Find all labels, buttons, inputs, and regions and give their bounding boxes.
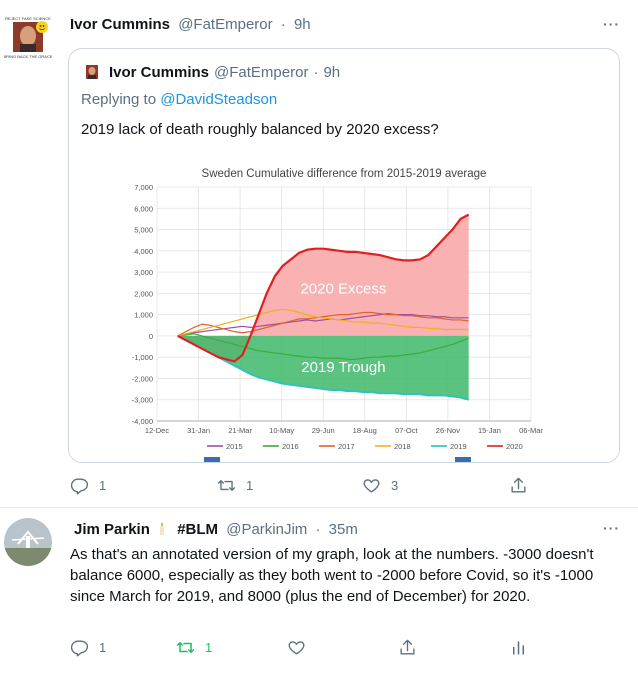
quoted-avatar bbox=[83, 63, 101, 81]
y-tick-label: 0 bbox=[149, 332, 153, 341]
y-tick-label: -2,000 bbox=[132, 374, 153, 383]
trough-area bbox=[177, 335, 469, 400]
y-tick-label: 1,000 bbox=[134, 311, 153, 320]
y-tick-label: -3,000 bbox=[132, 396, 153, 405]
series-line-2016 bbox=[177, 333, 469, 360]
timestamp[interactable]: 35m bbox=[328, 521, 358, 538]
x-tick-label: 21-Mar bbox=[228, 426, 252, 435]
chart-image[interactable]: Sweden Cumulative difference from 2015-2… bbox=[69, 159, 619, 462]
retweet-button[interactable]: 1 bbox=[176, 638, 212, 657]
tweet-jim[interactable]: Jim Parkin #BLM @ParkinJim · 35m ··· As … bbox=[0, 508, 638, 680]
replying-to: Replying to @DavidSteadson bbox=[81, 91, 277, 108]
avatar[interactable]: REJECT FAKE SCIENCE BRING BACK THE GRACE bbox=[4, 14, 52, 62]
timestamp[interactable]: 9h bbox=[293, 16, 311, 33]
tweet-header: Jim Parkin #BLM @ParkinJim · 35m bbox=[70, 520, 358, 538]
more-options-icon[interactable]: ··· bbox=[603, 16, 620, 32]
x-tick-label: 26-Nov bbox=[436, 426, 460, 435]
x-tick-label: 18-Aug bbox=[353, 426, 377, 435]
annotation-trough: 2019 Trough bbox=[301, 359, 385, 376]
y-tick-label: 3,000 bbox=[134, 268, 153, 277]
avatar[interactable] bbox=[4, 518, 52, 566]
y-tick-label: 2,000 bbox=[134, 289, 153, 298]
y-tick-label: -1,000 bbox=[132, 353, 153, 362]
svg-text:REJECT FAKE SCIENCE: REJECT FAKE SCIENCE bbox=[5, 16, 51, 21]
legend-label: 2020 bbox=[506, 442, 523, 451]
separator-dot: · bbox=[313, 63, 319, 81]
analytics-button[interactable] bbox=[509, 638, 528, 657]
reply-count: 1 bbox=[99, 640, 107, 655]
like-button[interactable]: 3 bbox=[362, 476, 398, 495]
reply-icon bbox=[70, 478, 89, 495]
series-line-2018 bbox=[177, 308, 469, 337]
reply-button[interactable]: 1 bbox=[70, 476, 106, 495]
x-tick-label: 10-May bbox=[269, 426, 294, 435]
author-name[interactable]: Jim Parkin bbox=[74, 521, 150, 538]
quoted-author-name: Ivor Cummins bbox=[109, 63, 210, 81]
quoted-author-handle: @FatEmperor bbox=[214, 63, 309, 81]
tweet-header: Ivor Cummins @FatEmperor · 9h bbox=[70, 16, 311, 33]
retweet-icon bbox=[217, 480, 236, 491]
legend-label: 2016 bbox=[282, 442, 299, 451]
x-tick-label: 31-Jan bbox=[187, 426, 210, 435]
retweet-icon bbox=[176, 641, 195, 654]
author-badge: #BLM bbox=[177, 521, 219, 538]
legend-label: 2019 bbox=[450, 442, 467, 451]
chart-marker bbox=[204, 457, 220, 462]
share-button[interactable] bbox=[398, 638, 417, 657]
share-icon bbox=[511, 477, 526, 493]
cumulative-difference-chart: Sweden Cumulative difference from 2015-2… bbox=[69, 159, 619, 462]
reply-button[interactable]: 1 bbox=[70, 638, 106, 657]
quoted-tweet-text: 2019 lack of death roughly balanced by 2… bbox=[81, 121, 439, 138]
series-line-2015 bbox=[177, 312, 469, 337]
like-count: 3 bbox=[391, 478, 399, 493]
heart-icon bbox=[363, 479, 380, 493]
share-button[interactable] bbox=[509, 476, 528, 495]
heart-icon bbox=[288, 641, 305, 655]
quoted-tweet[interactable]: Ivor Cummins @FatEmperor · 9h Replying t… bbox=[68, 48, 620, 463]
x-tick-label: 07-Oct bbox=[395, 426, 418, 435]
candle-icon bbox=[158, 521, 166, 535]
y-tick-label: 7,000 bbox=[134, 183, 153, 192]
tweet-ivor[interactable]: REJECT FAKE SCIENCE BRING BACK THE GRACE… bbox=[0, 0, 638, 508]
quoted-tweet-header: Ivor Cummins @FatEmperor · 9h bbox=[83, 63, 340, 81]
svg-text:BRING BACK THE GRACE: BRING BACK THE GRACE bbox=[4, 54, 52, 59]
chart-marker bbox=[455, 457, 471, 462]
author-handle[interactable]: @FatEmperor bbox=[178, 16, 273, 33]
quoted-timestamp: 9h bbox=[323, 63, 341, 81]
replying-to-handle[interactable]: @DavidSteadson bbox=[160, 91, 278, 108]
y-tick-label: 4,000 bbox=[134, 247, 153, 256]
chart-title: Sweden Cumulative difference from 2015-2… bbox=[202, 168, 487, 180]
separator-dot: · bbox=[280, 16, 286, 33]
more-options-icon[interactable]: ··· bbox=[603, 520, 620, 536]
retweet-button[interactable]: 1 bbox=[217, 476, 253, 495]
y-tick-label: 6,000 bbox=[134, 204, 153, 213]
share-icon bbox=[400, 639, 415, 655]
annotation-excess: 2020 Excess bbox=[300, 280, 386, 297]
reply-count: 1 bbox=[99, 478, 107, 493]
x-tick-label: 15-Jan bbox=[478, 426, 501, 435]
legend-label: 2017 bbox=[338, 442, 355, 451]
y-tick-label: -4,000 bbox=[132, 417, 153, 426]
tweet-text: As that's an annotated version of my gra… bbox=[70, 546, 594, 605]
x-tick-label: 12-Dec bbox=[145, 426, 169, 435]
x-tick-label: 06-Mar bbox=[519, 426, 543, 435]
retweet-count: 1 bbox=[246, 478, 254, 493]
replying-to-prefix: Replying to bbox=[81, 91, 157, 108]
reply-icon bbox=[70, 640, 89, 657]
series-line-2019 bbox=[177, 335, 469, 401]
separator-dot: · bbox=[315, 521, 321, 538]
legend-label: 2015 bbox=[226, 442, 243, 451]
y-tick-label: 5,000 bbox=[134, 226, 153, 235]
series-line-2020 bbox=[177, 213, 470, 363]
series-line-2017 bbox=[177, 311, 469, 337]
legend-label: 2018 bbox=[394, 442, 411, 451]
author-name[interactable]: Ivor Cummins bbox=[70, 16, 171, 33]
analytics-icon bbox=[512, 641, 525, 655]
like-button[interactable] bbox=[287, 638, 306, 657]
x-tick-label: 29-Jun bbox=[312, 426, 335, 435]
retweet-count: 1 bbox=[205, 640, 213, 655]
author-handle[interactable]: @ParkinJim bbox=[226, 521, 308, 538]
